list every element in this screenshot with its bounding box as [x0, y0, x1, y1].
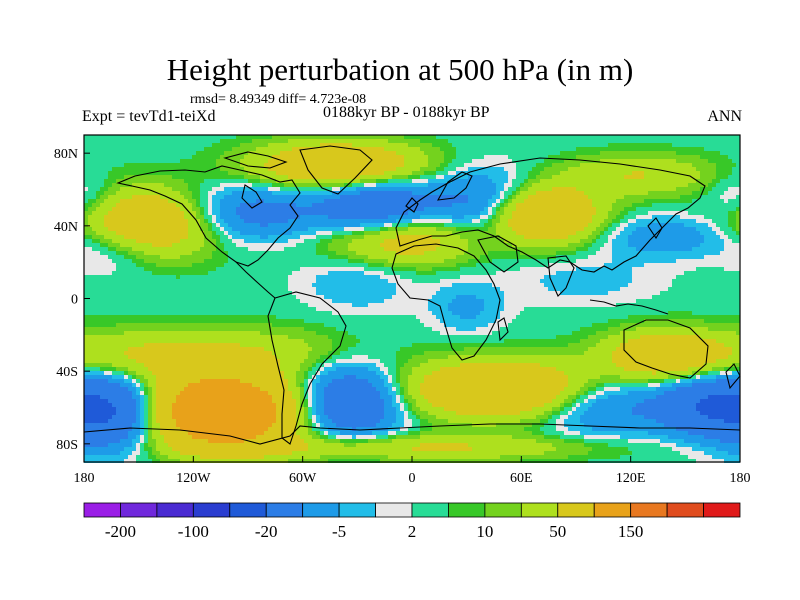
coastline-central-america	[235, 261, 276, 299]
colorbar-label: 10	[476, 522, 493, 541]
coastline-greenland	[299, 145, 373, 195]
coastline-arctic-islands	[223, 151, 288, 169]
coastline-arabia	[477, 235, 519, 273]
x-tick-label: 0	[409, 471, 416, 486]
x-tick-label: 60E	[510, 471, 533, 486]
colorbar-swatch	[338, 502, 376, 518]
colorbar-label: 50	[549, 522, 566, 541]
y-tick-label: 80N	[54, 147, 78, 162]
coastlines	[83, 145, 741, 445]
axis-ticks: 180 120W 60W 0 60E 120E 180 80N 40N 0 40S 80S	[54, 147, 751, 486]
colorbar-swatch	[411, 502, 449, 518]
experiment-label: Expt = tevTd1-teiXd	[82, 108, 216, 125]
x-tick-label: 60W	[289, 471, 317, 486]
colorbar-swatch	[703, 502, 741, 518]
colorbar-swatch	[229, 502, 267, 518]
coastline-madagascar	[497, 317, 509, 342]
colorbar-swatch	[448, 502, 486, 518]
y-tick-label: 40S	[56, 365, 78, 380]
colorbar-swatch	[593, 502, 632, 518]
coastline-scandinavia	[436, 171, 473, 201]
coastline-japan	[647, 217, 663, 240]
colorbar-swatch	[265, 502, 304, 518]
coastline-eurasia	[395, 157, 706, 273]
contour-field	[84, 135, 740, 463]
x-tick-label: 120W	[176, 471, 211, 486]
colorbar-swatch	[520, 502, 559, 518]
x-tick-label: 180	[74, 471, 95, 486]
colorbar-label: 150	[618, 522, 644, 541]
coastline-africa	[391, 243, 501, 361]
coastline-indonesia	[589, 299, 669, 315]
period-label: 0188kyr BP - 0188kyr BP	[323, 104, 490, 121]
colorbar-swatch	[156, 502, 194, 518]
y-tick-label: 40N	[54, 220, 78, 235]
coastline-antarctica	[83, 423, 741, 445]
coastline-hudson-bay	[241, 184, 263, 209]
colorbar-swatch	[630, 502, 668, 518]
colorbar-swatch	[83, 502, 121, 518]
chart-title: Height perturbation at 500 hPa (in m)	[166, 52, 634, 87]
colorbar-label: -100	[178, 522, 209, 541]
colorbar-label: -5	[332, 522, 346, 541]
coastline-north-america	[116, 165, 301, 267]
colorbar-swatch	[375, 502, 413, 518]
rmsd-diff-stats: rmsd= 8.49349 diff= 4.723e-08	[190, 92, 367, 107]
colorbar-swatch	[666, 502, 704, 518]
season-label: ANN	[707, 108, 742, 125]
coastline-british-isles	[405, 197, 419, 213]
y-tick-label: 0	[71, 293, 78, 308]
colorbar-label: -200	[105, 522, 136, 541]
colorbar-swatch	[120, 502, 158, 518]
colorbar-swatch	[484, 502, 522, 518]
colorbar-label: 2	[408, 522, 417, 541]
colorbar-swatch	[192, 502, 231, 518]
x-tick-label: 120E	[616, 471, 646, 486]
colorbar: -200 -100 -20 -5 2 10 50 150	[83, 502, 741, 541]
colorbar-swatch	[557, 502, 595, 518]
x-tick-label: 180	[730, 471, 751, 486]
colorbar-swatch	[302, 502, 340, 518]
colorbar-label: -20	[255, 522, 278, 541]
coastline-india	[547, 255, 575, 297]
coastline-south-america	[267, 291, 347, 445]
coastline-australia	[623, 319, 709, 379]
y-tick-label: 80S	[56, 438, 78, 453]
